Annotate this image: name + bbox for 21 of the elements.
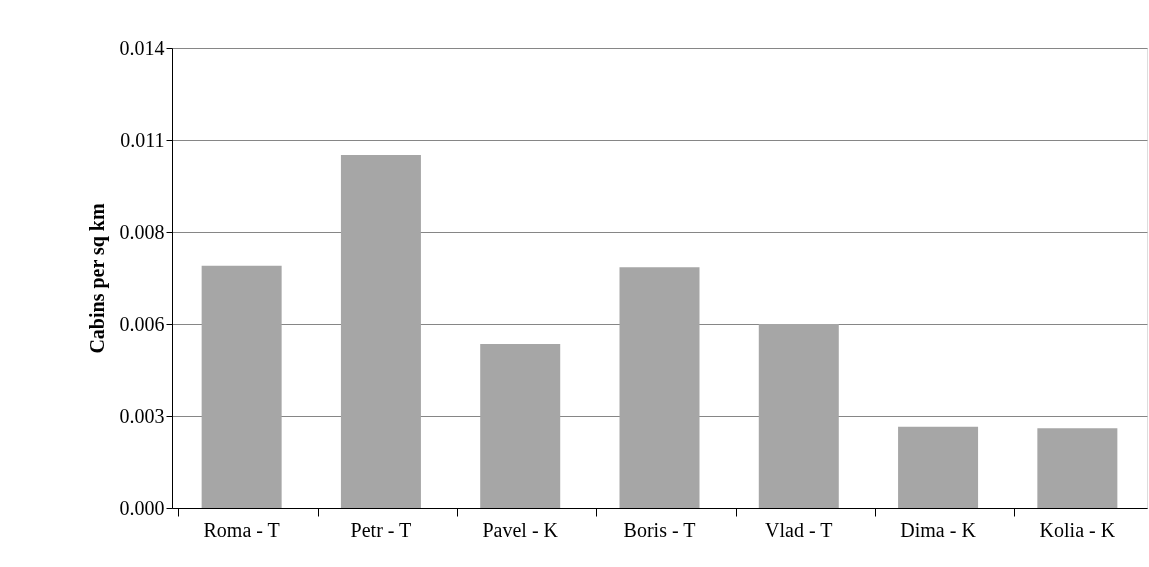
- y-tick-label: 0.003: [119, 404, 165, 427]
- y-tick-label: 0.008: [119, 220, 165, 243]
- x-tick-label: Petr - T: [350, 518, 412, 541]
- y-axis-title: Cabins per sq km: [85, 203, 109, 354]
- bar: [1037, 428, 1118, 508]
- x-tick-label: Vlad - T: [765, 518, 833, 541]
- y-tick-label: 0.006: [119, 312, 165, 335]
- bar: [480, 344, 561, 508]
- bar: [201, 265, 282, 508]
- y-tick-label: 0.014: [119, 36, 165, 59]
- bar: [340, 155, 421, 508]
- y-tick-label: 0.000: [119, 496, 165, 519]
- x-tick-label: Kolia - K: [1039, 518, 1116, 541]
- x-tick-label: Dima - K: [900, 518, 977, 541]
- bar: [898, 426, 979, 508]
- x-tick-label: Pavel - K: [482, 518, 559, 541]
- x-tick-label: Roma - T: [203, 518, 280, 541]
- x-tick-label: Boris - T: [623, 518, 696, 541]
- bar: [619, 267, 700, 508]
- bar: [758, 324, 839, 508]
- y-tick-label: 0.011: [120, 128, 165, 151]
